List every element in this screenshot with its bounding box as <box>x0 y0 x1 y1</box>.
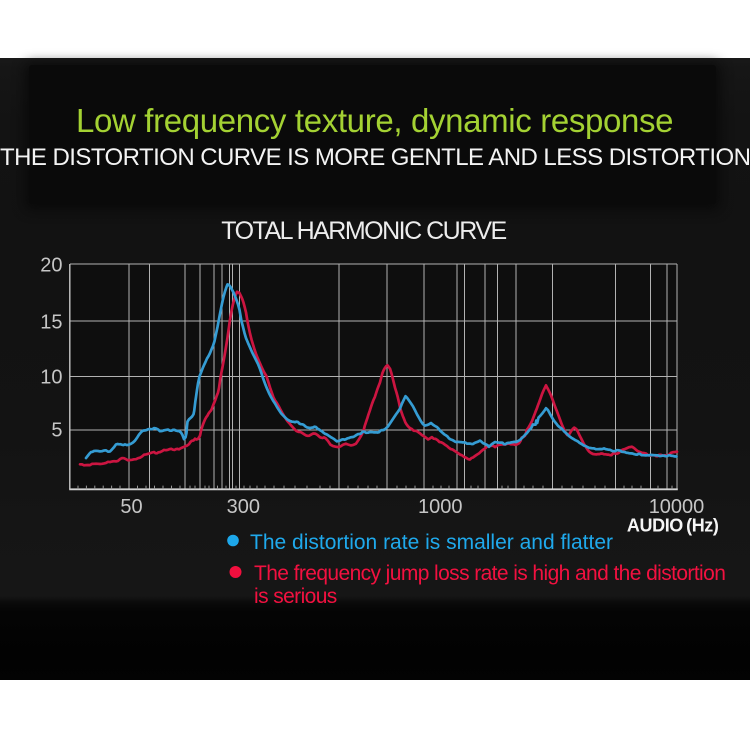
svg-text:15: 15 <box>40 312 62 334</box>
svg-text:10000: 10000 <box>649 496 705 518</box>
svg-text:300: 300 <box>227 496 260 518</box>
svg-text:5: 5 <box>51 420 62 442</box>
svg-text:1000: 1000 <box>418 496 463 518</box>
svg-text:AUDIO (Hz): AUDIO (Hz) <box>627 516 719 536</box>
svg-text:20: 20 <box>40 255 62 277</box>
svg-text:10: 10 <box>40 367 62 389</box>
svg-text:50: 50 <box>120 496 142 518</box>
